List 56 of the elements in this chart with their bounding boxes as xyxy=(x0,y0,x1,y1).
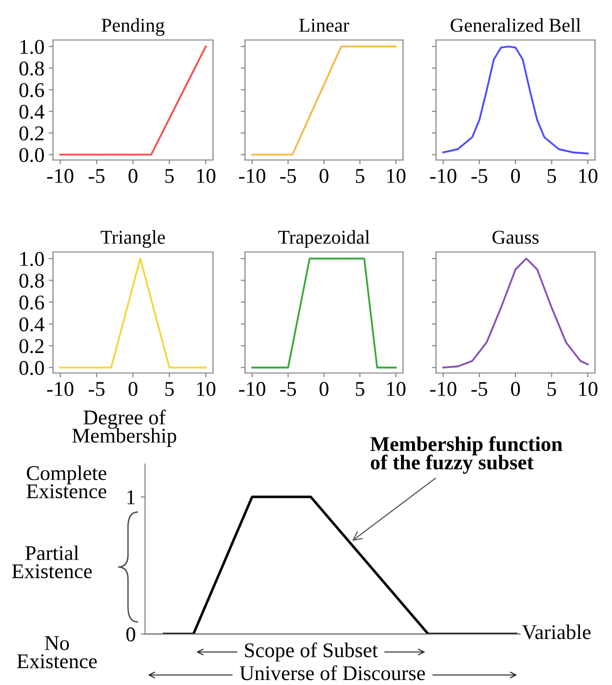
y-tick-label: 1.0 xyxy=(20,40,44,54)
x-tick-label: -5 xyxy=(471,169,488,183)
x-tick-label: -10 xyxy=(47,168,74,183)
x-tick-label: 10 xyxy=(197,168,216,183)
text: Universe of Discourse xyxy=(240,665,425,680)
chart-title: Triangle xyxy=(100,230,165,248)
y-tick-label: 0.0 xyxy=(19,148,44,162)
x-tick-label: 0 xyxy=(320,382,328,396)
line-series xyxy=(162,496,518,634)
x-tick-label: 10 xyxy=(387,382,406,396)
x-tick-label: -5 xyxy=(88,382,104,396)
x-tick-label: -10 xyxy=(47,382,74,396)
chart-title: Gauss xyxy=(492,230,539,244)
annotation: Membership function of the fuzzy subset xyxy=(370,436,562,474)
y-tick-label: 0.0 xyxy=(19,360,44,376)
y-tick-label: 1 xyxy=(127,490,135,504)
x-tick-label: 0 xyxy=(511,382,520,396)
x-tick-label: 5 xyxy=(165,169,174,183)
x-tick-label: -10 xyxy=(239,168,266,183)
x-tick-label: -10 xyxy=(430,382,456,396)
x-tick-label: 5 xyxy=(548,382,556,396)
y-tick-label: 0.4 xyxy=(19,317,44,332)
x-tick-label: -5 xyxy=(280,169,296,183)
x-tick-label: 10 xyxy=(387,168,406,183)
x-tick-label: 0 xyxy=(511,168,520,183)
x-tick-label: 5 xyxy=(548,169,556,183)
chart-title: Pending xyxy=(102,18,164,36)
chart-title: Linear xyxy=(299,18,350,32)
x-tick-label: 10 xyxy=(579,382,598,396)
x-tick-label: -10 xyxy=(430,168,456,183)
x-tick-label: -5 xyxy=(471,382,488,396)
x-tick-label: -10 xyxy=(239,382,266,396)
x-tick-label: -5 xyxy=(280,382,296,396)
y-tick-label: 0.2 xyxy=(19,339,44,354)
y-tick-label: 0.2 xyxy=(19,126,44,140)
y-tick-label: 0.6 xyxy=(19,83,44,98)
y-tick-label: 1.0 xyxy=(20,252,44,266)
y-tick-label: 0.4 xyxy=(19,104,44,119)
text: Complete Existence xyxy=(26,465,106,498)
y-tick-label: 0.8 xyxy=(19,61,44,76)
text: Partial Existence xyxy=(12,545,92,578)
x-tick-label: 5 xyxy=(165,382,174,396)
y-tick-label: 0.8 xyxy=(19,274,44,288)
y-axis-title: Degree of Membership xyxy=(72,410,176,447)
chart-title: Trapezoidal xyxy=(278,230,370,248)
y-tick-label: 0.6 xyxy=(19,296,44,310)
x-tick-label: 0 xyxy=(320,168,328,183)
x-axis-title: Variable xyxy=(522,624,591,640)
x-tick-label: 5 xyxy=(356,169,364,183)
x-tick-label: 5 xyxy=(356,382,364,396)
x-tick-label: 10 xyxy=(579,168,598,183)
x-tick-label: -5 xyxy=(88,169,104,183)
chart-title: Generalized Bell xyxy=(450,18,581,32)
text: Scope of Subset xyxy=(245,642,378,662)
text: No Existence xyxy=(17,636,97,668)
x-tick-label: 10 xyxy=(197,382,216,396)
